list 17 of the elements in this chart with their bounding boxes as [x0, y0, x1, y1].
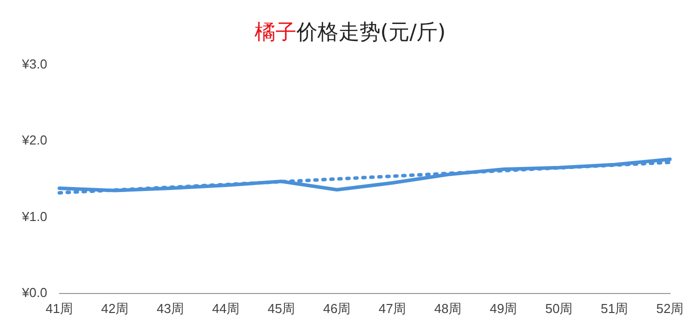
- x-tick-label: 44周: [212, 300, 240, 316]
- y-tick-label: ¥3.0: [20, 56, 48, 72]
- x-tick-label: 51周: [600, 300, 628, 316]
- x-tick-label: 48周: [434, 300, 462, 316]
- y-tick-label: ¥1.0: [20, 208, 48, 224]
- x-tick-label: 46周: [323, 300, 351, 316]
- x-tick-label: 43周: [156, 300, 184, 316]
- x-tick-label: 45周: [268, 300, 296, 316]
- x-tick-label: 42周: [101, 300, 129, 316]
- x-tick-label: 49周: [490, 300, 518, 316]
- x-tick-label: 50周: [545, 300, 573, 316]
- y-tick-label: ¥0.0: [20, 284, 48, 300]
- chart-title: 橘子价格走势(元/斤): [253, 19, 447, 46]
- y-tick-label: ¥2.0: [20, 132, 48, 148]
- x-tick-label: 41周: [46, 300, 74, 316]
- x-tick-label: 52周: [656, 300, 684, 316]
- x-tick-label: 47周: [378, 300, 406, 316]
